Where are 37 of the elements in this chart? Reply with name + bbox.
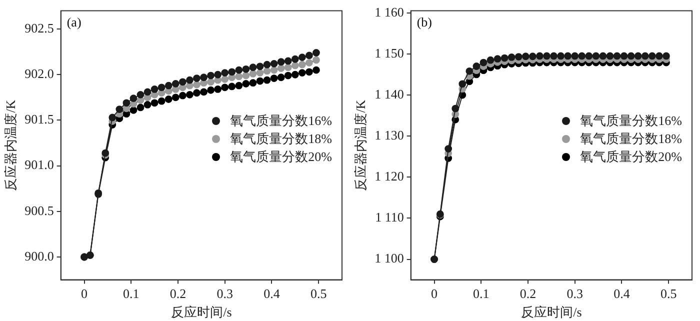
y-tick-label: 902.0: [24, 66, 54, 82]
y-tick-label: 902.5: [24, 20, 54, 36]
x-tick-label: 0.4: [264, 286, 280, 302]
y-tick-label: 1 100: [374, 250, 404, 266]
legend-label: 氧气质量分数16%: [230, 112, 332, 130]
x-tick-label: 0: [431, 286, 438, 302]
y-tick-label: 1 120: [374, 168, 404, 184]
y-tick-label: 1 150: [374, 45, 404, 60]
y-tick-label: 900.0: [24, 248, 54, 264]
x-tick-label: 0.5: [660, 286, 677, 302]
x-tick-label: 0.1: [123, 286, 140, 302]
x-tick-label: 0.5: [310, 286, 327, 302]
chart-title: (b): [416, 14, 432, 30]
y-tick-label: 1 110: [375, 210, 404, 225]
x-tick-label: 0: [81, 286, 88, 302]
y-tick-label: 1 130: [374, 127, 404, 142]
y-tick-label: 1 140: [374, 86, 404, 102]
y-tick-label: 900.5: [24, 202, 54, 218]
x-tick-label: 0.2: [170, 286, 186, 302]
x-axis-title: 反应时间/s: [171, 304, 232, 320]
x-tick-label: 0.4: [614, 286, 630, 302]
chart-title: (a): [66, 14, 82, 30]
y-tick-label: 901.0: [24, 157, 54, 172]
x-tick-label: 0.2: [520, 286, 536, 302]
x-tick-label: 0.3: [566, 286, 583, 302]
legend-label: 氧气质量分数18%: [580, 130, 682, 148]
x-tick-label: 0.1: [473, 286, 490, 302]
legend-label: 氧气质量分数18%: [230, 130, 332, 148]
y-axis-title: 反应器内温度/K: [353, 99, 368, 191]
legend-label: 氧气质量分数16%: [580, 112, 682, 130]
x-axis-title: 反应时间/s: [521, 304, 582, 320]
legend-label: 氧气质量分数20%: [230, 148, 332, 166]
x-tick-label: 0.3: [216, 286, 233, 302]
y-axis-title: 反应器内温度/K: [3, 99, 18, 191]
legend-label: 氧气质量分数20%: [580, 148, 682, 166]
y-tick-label: 901.5: [24, 112, 54, 127]
y-tick-label: 1 160: [374, 4, 404, 20]
